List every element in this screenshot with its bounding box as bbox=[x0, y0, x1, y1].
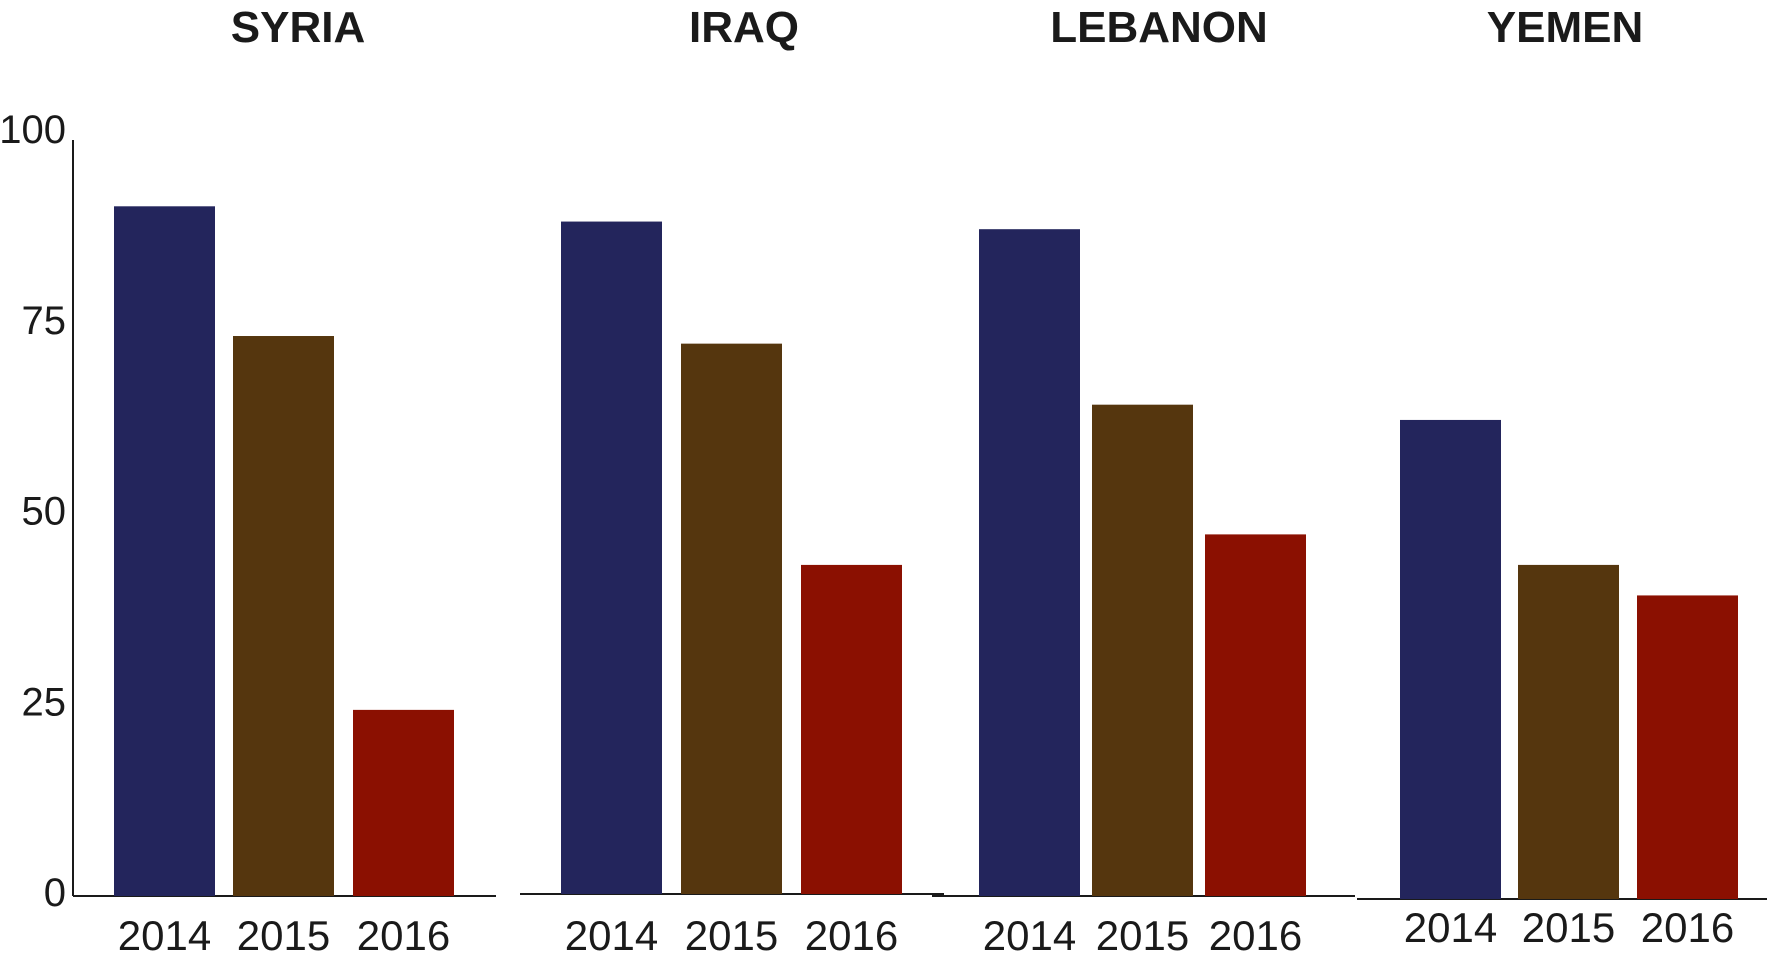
bar-syria-2016 bbox=[353, 709, 454, 896]
x-tick-label: 2015 bbox=[1522, 904, 1615, 951]
bar-syria-2015 bbox=[233, 336, 334, 896]
bar-lebanon-2015 bbox=[1092, 404, 1193, 896]
bar-iraq-2015 bbox=[681, 343, 782, 894]
x-tick-label: 2014 bbox=[565, 912, 658, 959]
x-tick-label: 2015 bbox=[1096, 912, 1189, 959]
x-tick-label: 2016 bbox=[357, 912, 450, 959]
x-tick-label: 2015 bbox=[685, 912, 778, 959]
bar-lebanon-2014 bbox=[979, 229, 1080, 896]
y-tick-label: 50 bbox=[22, 490, 67, 534]
y-tick-label: 75 bbox=[22, 299, 67, 343]
panel-title: YEMEN bbox=[1487, 3, 1643, 52]
y-tick-label: 100 bbox=[0, 108, 66, 152]
y-tick-label: 25 bbox=[22, 680, 67, 724]
bar-lebanon-2016 bbox=[1205, 534, 1306, 896]
panel-title: LEBANON bbox=[1050, 3, 1268, 52]
bar-yemen-2015 bbox=[1518, 564, 1619, 899]
panel-title: SYRIA bbox=[231, 3, 365, 52]
panel-lebanon: LEBANON 2014 2015 2016 bbox=[932, 3, 1355, 959]
x-tick-label: 2015 bbox=[237, 912, 330, 959]
panel-yemen: YEMEN 2014 2015 2016 bbox=[1357, 3, 1767, 951]
x-tick-label: 2016 bbox=[1641, 904, 1734, 951]
x-tick-label: 2014 bbox=[983, 912, 1076, 959]
x-tick-label: 2016 bbox=[1209, 912, 1302, 959]
panel-title: IRAQ bbox=[689, 3, 799, 52]
panel-syria: SYRIA 2014 2015 2016 bbox=[73, 3, 496, 959]
x-tick-label: 2014 bbox=[1404, 904, 1497, 951]
y-tick-label: 0 bbox=[44, 871, 66, 915]
bar-yemen-2016 bbox=[1637, 595, 1738, 899]
bar-iraq-2014 bbox=[561, 221, 662, 894]
bar-yemen-2014 bbox=[1400, 419, 1501, 899]
bar-syria-2014 bbox=[114, 206, 215, 897]
bar-iraq-2016 bbox=[801, 564, 902, 894]
x-tick-label: 2016 bbox=[805, 912, 898, 959]
panel-iraq: IRAQ 2014 2015 2016 bbox=[520, 3, 944, 959]
x-tick-label: 2014 bbox=[118, 912, 211, 959]
y-axis: 0 25 50 75 100 bbox=[0, 108, 74, 915]
